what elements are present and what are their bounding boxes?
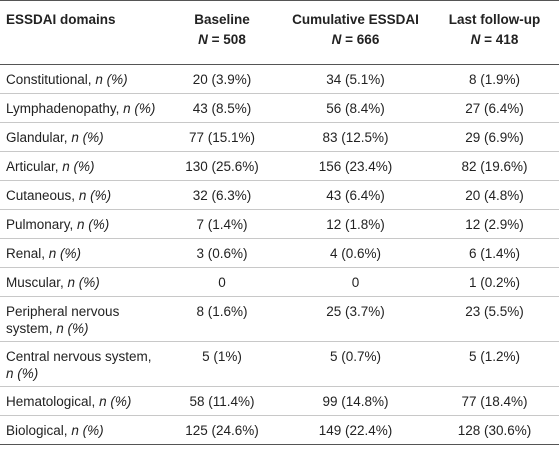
cumulative-cell: 12 (1.8%) (281, 209, 430, 239)
followup-cell: 1 (0.2%) (430, 267, 559, 297)
followup-cell: 29 (6.9%) (430, 122, 559, 152)
row-label: Cutaneous, n (%) (0, 180, 163, 210)
table-row: Glandular, n (%) 77 (15.1%) 83 (12.5%) 2… (0, 122, 559, 152)
baseline-cell: 77 (15.1%) (163, 122, 281, 152)
cumulative-cell: 5 (0.7%) (281, 341, 430, 387)
row-label: Central nervous system, n (%) (0, 341, 163, 387)
table-row: Hematological, n (%) 58 (11.4%) 99 (14.8… (0, 386, 559, 416)
table-header: ESSDAI domains Baseline Cumulative ESSDA… (0, 0, 559, 65)
baseline-cell: 20 (3.9%) (163, 64, 281, 94)
table-row: Muscular, n (%) 0 0 1 (0.2%) (0, 267, 559, 297)
table-body: Constitutional, n (%) 20 (3.9%) 34 (5.1%… (0, 64, 559, 445)
baseline-cell: 43 (8.5%) (163, 93, 281, 123)
cumulative-cell: 149 (22.4%) (281, 415, 430, 445)
row-label: Muscular, n (%) (0, 267, 163, 297)
cumulative-cell: 156 (23.4%) (281, 151, 430, 181)
header-domain-blank (0, 32, 163, 65)
followup-cell: 23 (5.5%) (430, 296, 559, 342)
header-followup-n: N = 418 (430, 32, 559, 65)
followup-cell: 5 (1.2%) (430, 341, 559, 387)
row-label: Constitutional, n (%) (0, 64, 163, 94)
row-label: Pulmonary, n (%) (0, 209, 163, 239)
row-label: Glandular, n (%) (0, 122, 163, 152)
table-row: Renal, n (%) 3 (0.6%) 4 (0.6%) 6 (1.4%) (0, 238, 559, 268)
cumulative-cell: 56 (8.4%) (281, 93, 430, 123)
table-row: Articular, n (%) 130 (25.6%) 156 (23.4%)… (0, 151, 559, 181)
row-label: Peripheral nervous system, n (%) (0, 296, 163, 342)
baseline-cell: 3 (0.6%) (163, 238, 281, 268)
cumulative-cell: 25 (3.7%) (281, 296, 430, 342)
cumulative-cell: 43 (6.4%) (281, 180, 430, 210)
baseline-cell: 130 (25.6%) (163, 151, 281, 181)
baseline-cell: 5 (1%) (163, 341, 281, 387)
followup-cell: 82 (19.6%) (430, 151, 559, 181)
followup-cell: 128 (30.6%) (430, 415, 559, 445)
header-followup: Last follow-up (430, 0, 559, 32)
table-row: Cutaneous, n (%) 32 (6.3%) 43 (6.4%) 20 … (0, 180, 559, 210)
row-label: Articular, n (%) (0, 151, 163, 181)
table-row: Pulmonary, n (%) 7 (1.4%) 12 (1.8%) 12 (… (0, 209, 559, 239)
table-row: Peripheral nervous system, n (%) 8 (1.6%… (0, 296, 559, 342)
followup-cell: 8 (1.9%) (430, 64, 559, 94)
followup-cell: 6 (1.4%) (430, 238, 559, 268)
followup-cell: 27 (6.4%) (430, 93, 559, 123)
cumulative-cell: 4 (0.6%) (281, 238, 430, 268)
row-label: Biological, n (%) (0, 415, 163, 445)
baseline-cell: 8 (1.6%) (163, 296, 281, 342)
followup-cell: 20 (4.8%) (430, 180, 559, 210)
cumulative-cell: 99 (14.8%) (281, 386, 430, 416)
baseline-cell: 7 (1.4%) (163, 209, 281, 239)
followup-cell: 77 (18.4%) (430, 386, 559, 416)
baseline-cell: 32 (6.3%) (163, 180, 281, 210)
baseline-cell: 125 (24.6%) (163, 415, 281, 445)
cumulative-cell: 0 (281, 267, 430, 297)
baseline-cell: 0 (163, 267, 281, 297)
table-row: Constitutional, n (%) 20 (3.9%) 34 (5.1%… (0, 64, 559, 94)
row-label: Renal, n (%) (0, 238, 163, 268)
header-baseline: Baseline (163, 0, 281, 32)
header-cumulative: Cumulative ESSDAI (281, 0, 430, 32)
cumulative-cell: 83 (12.5%) (281, 122, 430, 152)
table-row: Lymphadenopathy, n (%) 43 (8.5%) 56 (8.4… (0, 93, 559, 123)
row-label: Lymphadenopathy, n (%) (0, 93, 163, 123)
header-baseline-n: N = 508 (163, 32, 281, 65)
baseline-cell: 58 (11.4%) (163, 386, 281, 416)
table-row: Biological, n (%) 125 (24.6%) 149 (22.4%… (0, 415, 559, 445)
header-domain: ESSDAI domains (0, 0, 163, 32)
row-label: Hematological, n (%) (0, 386, 163, 416)
cumulative-cell: 34 (5.1%) (281, 64, 430, 94)
header-cumulative-n: N = 666 (281, 32, 430, 65)
followup-cell: 12 (2.9%) (430, 209, 559, 239)
table-row: Central nervous system, n (%) 5 (1%) 5 (… (0, 341, 559, 387)
